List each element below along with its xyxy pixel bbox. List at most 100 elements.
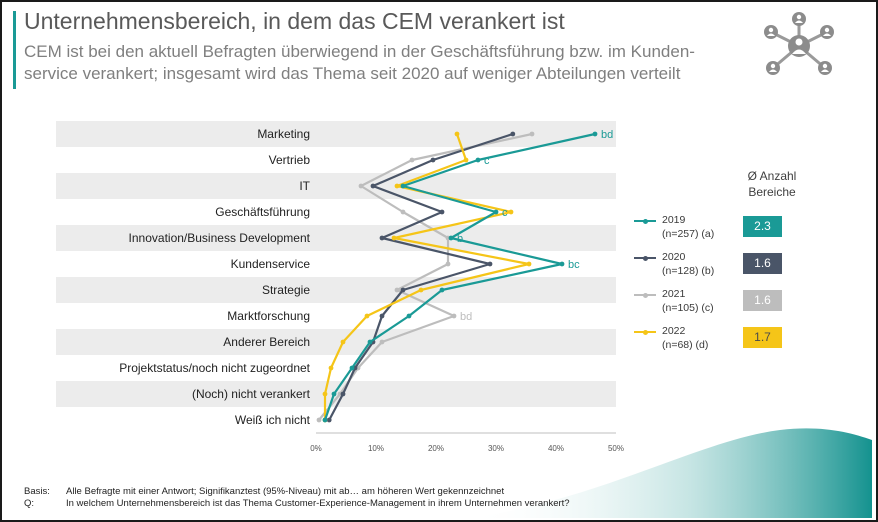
data-point [379, 339, 385, 345]
average-value-badge: 1.6 [743, 253, 782, 274]
category-label: Anderer Bereich [223, 335, 310, 349]
network-people-icon [764, 12, 834, 75]
data-point [445, 261, 451, 267]
data-point [493, 209, 499, 215]
category-label: Geschäftsführung [215, 205, 310, 219]
category-label: Marketing [257, 127, 310, 141]
data-point [400, 183, 406, 189]
data-point [406, 313, 412, 319]
category-label: IT [299, 179, 310, 193]
data-point [367, 339, 373, 345]
data-point [487, 261, 493, 267]
x-tick-label: 30% [488, 444, 504, 453]
x-tick-label: 50% [608, 444, 624, 453]
series-line-2019 [323, 132, 596, 421]
average-value-badge: 2.3 [743, 216, 782, 237]
data-point [364, 313, 370, 319]
data-point [400, 287, 406, 293]
legend-year: 2022 [662, 325, 686, 337]
series-line-2021 [318, 132, 533, 421]
data-point [451, 313, 457, 319]
data-point [316, 417, 322, 423]
significance-label: c [484, 155, 490, 167]
basis-text: Alle Befragte mit einer Antwort; Signifi… [66, 486, 505, 497]
average-value-badge: 1.6 [743, 290, 782, 311]
data-point [370, 183, 376, 189]
legend-entry: 2020 (n=128) (b) [662, 250, 714, 278]
legend-marker [643, 218, 648, 224]
data-point [529, 131, 535, 137]
data-point [379, 313, 385, 319]
data-point [331, 391, 337, 397]
data-point [592, 131, 598, 137]
data-point [349, 365, 355, 371]
significance-label: bd [460, 311, 472, 323]
category-label: Vertrieb [269, 153, 311, 167]
footer: Basis: Alle Befragte mit einer Antwort; S… [24, 486, 570, 510]
category-label: (Noch) nicht verankert [192, 387, 311, 401]
data-point [463, 157, 469, 163]
data-point [322, 417, 328, 423]
data-point [400, 209, 406, 215]
category-label: Innovation/Business Development [129, 231, 311, 245]
legend-year: 2020 [662, 251, 686, 263]
data-point [454, 131, 460, 137]
category-label: Weiß ich nicht [235, 413, 311, 427]
x-tick-label: 20% [428, 444, 444, 453]
average-title: Ø Anzahl Bereiche [747, 169, 797, 199]
data-point [340, 391, 346, 397]
row-band [56, 329, 616, 355]
data-point [508, 209, 514, 215]
legend-sample: (n=105) (c) [662, 302, 714, 314]
legend-entry: 2021 (n=105) (c) [662, 287, 714, 315]
category-label: Marktforschung [227, 309, 310, 323]
data-point [340, 339, 346, 345]
data-point [430, 157, 436, 163]
data-point [322, 391, 328, 397]
significance-label: bd [601, 129, 613, 141]
category-label: Kundenservice [231, 257, 311, 271]
basis-label: Basis: [24, 486, 50, 497]
legend-sample: (n=68) (d) [662, 339, 709, 351]
legend-marker [643, 292, 648, 298]
significance-label: b [457, 233, 463, 245]
data-point [559, 261, 565, 267]
data-point [510, 131, 516, 137]
legend-marker [643, 255, 648, 261]
data-point [391, 235, 397, 241]
data-point [475, 157, 481, 163]
series-line-2022 [323, 133, 531, 420]
row-band [56, 277, 616, 303]
data-point [394, 287, 400, 293]
series-line-2020 [328, 132, 514, 421]
legend-marker [643, 329, 648, 335]
data-point [526, 261, 532, 267]
question-text: In welchem Unternehmensbereich ist das T… [66, 498, 570, 509]
page-title: Unternehmensbereich, in dem das CEM vera… [24, 8, 565, 34]
question-label: Q: [24, 498, 35, 509]
significance-label: c [502, 207, 508, 219]
row-band [56, 225, 616, 251]
accent-bar [13, 11, 16, 89]
legend-entry: 2022 (n=68) (d) [662, 324, 708, 352]
category-label: Strategie [262, 283, 310, 297]
legend-entry: 2019 (n=257) (a) [662, 213, 714, 241]
data-point [394, 183, 400, 189]
page-subtitle: CEM ist bei den aktuell Befragten überwi… [24, 42, 695, 83]
data-point [409, 157, 415, 163]
legend-year: 2021 [662, 288, 686, 300]
x-tick-label: 40% [548, 444, 564, 453]
data-point [379, 235, 385, 241]
average-value-badge: 1.7 [743, 327, 782, 348]
x-tick-label: 0% [310, 444, 322, 453]
data-point [439, 287, 445, 293]
legend-sample: (n=128) (b) [662, 265, 715, 277]
data-point [328, 365, 334, 371]
legend-sample: (n=257) (a) [662, 228, 715, 240]
row-band [56, 173, 616, 199]
data-point [326, 417, 332, 423]
significance-label: bc [568, 259, 580, 271]
